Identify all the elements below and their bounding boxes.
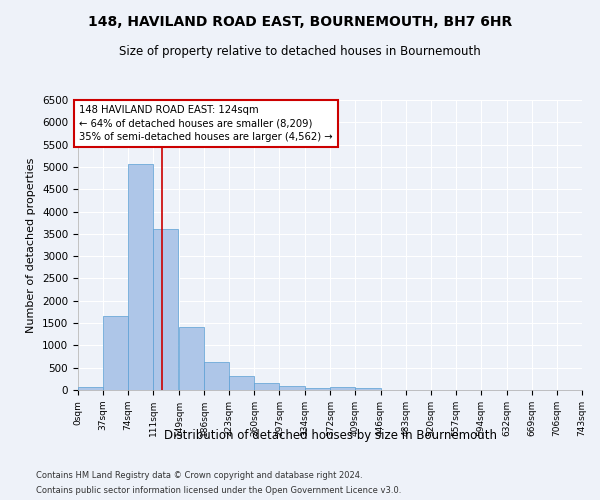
Bar	[355, 388, 380, 390]
Text: Contains HM Land Registry data © Crown copyright and database right 2024.: Contains HM Land Registry data © Crown c…	[36, 471, 362, 480]
Bar	[128, 164, 153, 390]
Bar	[280, 386, 305, 390]
Bar	[305, 388, 329, 390]
Bar	[331, 388, 355, 390]
Bar	[229, 376, 254, 390]
Bar	[254, 383, 280, 390]
Text: Size of property relative to detached houses in Bournemouth: Size of property relative to detached ho…	[119, 45, 481, 58]
Bar	[153, 230, 178, 390]
Text: 148, HAVILAND ROAD EAST, BOURNEMOUTH, BH7 6HR: 148, HAVILAND ROAD EAST, BOURNEMOUTH, BH…	[88, 15, 512, 29]
Text: Contains public sector information licensed under the Open Government Licence v3: Contains public sector information licen…	[36, 486, 401, 495]
Text: 148 HAVILAND ROAD EAST: 124sqm
← 64% of detached houses are smaller (8,209)
35% : 148 HAVILAND ROAD EAST: 124sqm ← 64% of …	[79, 106, 333, 142]
Bar	[78, 386, 103, 390]
Bar	[179, 326, 204, 390]
Bar	[204, 362, 229, 390]
Y-axis label: Number of detached properties: Number of detached properties	[26, 158, 37, 332]
Text: Distribution of detached houses by size in Bournemouth: Distribution of detached houses by size …	[163, 428, 497, 442]
Bar	[103, 316, 128, 390]
